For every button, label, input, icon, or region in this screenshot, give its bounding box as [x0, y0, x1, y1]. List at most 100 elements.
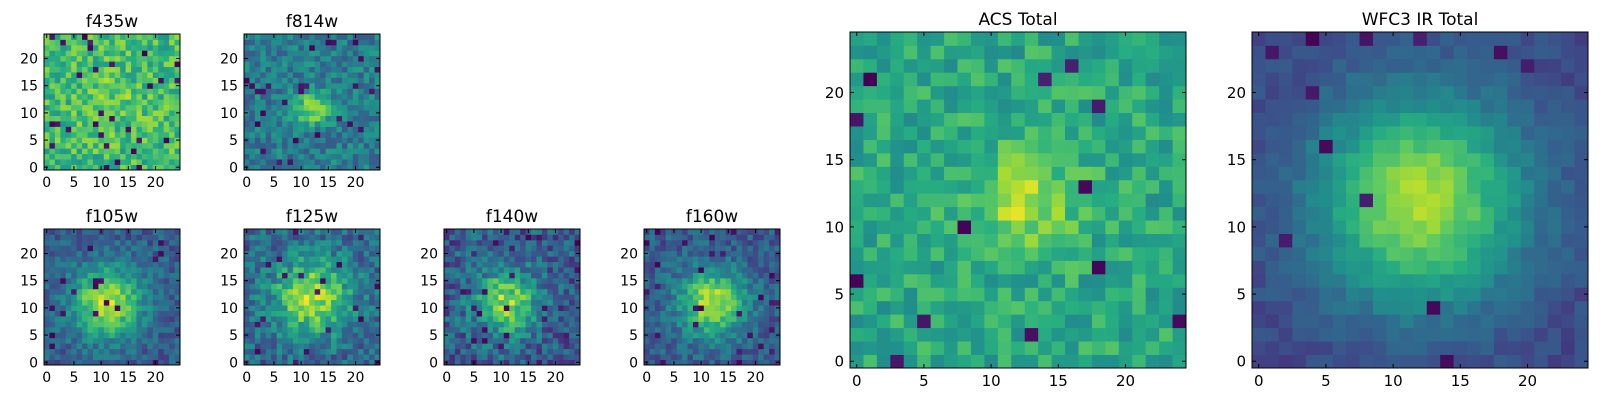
heatmap-cell	[1520, 233, 1535, 248]
heatmap-cell	[509, 316, 516, 322]
heatmap-cell	[125, 115, 132, 122]
heatmap-cell	[292, 343, 299, 350]
heatmap-cell	[82, 294, 88, 301]
heatmap-cell	[265, 332, 272, 339]
x-tick-label: 5	[469, 370, 478, 386]
heatmap-cell	[1172, 341, 1187, 355]
heatmap-cell	[1372, 193, 1387, 208]
heatmap-cell	[736, 294, 743, 301]
heatmap-cell	[271, 305, 278, 311]
heatmap-cell	[460, 354, 467, 360]
heatmap-cell	[120, 343, 126, 350]
heatmap-cell	[531, 337, 537, 344]
heatmap-cell	[292, 39, 299, 46]
heatmap-cell	[320, 142, 326, 149]
heatmap-cell	[720, 359, 726, 366]
heatmap-cell	[298, 316, 305, 322]
heatmap-cell	[687, 272, 694, 279]
heatmap-cell	[54, 115, 61, 122]
heatmap-cell	[54, 126, 61, 133]
heatmap-cell	[341, 229, 348, 235]
heatmap-cell	[98, 288, 105, 295]
heatmap-cell	[54, 93, 61, 100]
heatmap-cell	[303, 234, 310, 241]
heatmap-cell	[120, 283, 126, 290]
heatmap-cell	[254, 267, 261, 273]
heatmap-cell	[158, 39, 165, 46]
heatmap-cell	[1319, 300, 1334, 315]
y-tick-label: 20	[420, 247, 438, 263]
heatmap-cell	[1440, 273, 1454, 288]
heatmap-cell	[498, 288, 505, 295]
heatmap-cell	[103, 348, 110, 355]
heatmap-cell	[147, 50, 154, 57]
heatmap-cell	[654, 326, 661, 333]
heatmap-cell	[758, 343, 765, 350]
heatmap-cell	[325, 343, 332, 350]
heatmap-cell	[358, 359, 365, 366]
heatmap-cell	[82, 305, 88, 311]
heatmap-cell	[520, 343, 526, 350]
heatmap-cell	[87, 283, 94, 290]
heatmap-cell	[298, 121, 305, 127]
heatmap-cell	[282, 234, 288, 241]
heatmap-cell	[325, 137, 332, 144]
heatmap-cell	[169, 299, 175, 306]
heatmap-cell	[747, 250, 754, 257]
heatmap-cell	[331, 283, 337, 290]
heatmap-cell	[131, 277, 137, 284]
heatmap-cell	[314, 283, 321, 290]
heatmap-cell	[271, 88, 278, 95]
heatmap-cell	[109, 245, 116, 252]
heatmap-cell	[1145, 58, 1160, 73]
heatmap-cell	[158, 50, 165, 57]
heatmap-cell	[44, 153, 50, 160]
heatmap-cell	[98, 126, 105, 133]
heatmap-cell	[563, 245, 570, 252]
heatmap-cell	[552, 305, 559, 311]
heatmap-cell	[574, 354, 581, 360]
heatmap-cell	[714, 267, 721, 273]
heatmap-cell	[525, 348, 532, 355]
heatmap-cell	[649, 261, 656, 268]
heatmap-cell	[369, 110, 375, 116]
heatmap-cell	[287, 137, 294, 144]
heatmap-cell	[1159, 260, 1173, 275]
heatmap-cell	[249, 131, 256, 138]
heatmap-cell	[1105, 166, 1120, 181]
heatmap-cell	[698, 316, 705, 322]
heatmap-cell	[1132, 112, 1147, 127]
heatmap-cell	[574, 337, 581, 344]
heatmap-cell	[1426, 233, 1441, 248]
heatmap-cell	[260, 121, 267, 127]
heatmap-cell	[309, 50, 316, 57]
heatmap-cell	[249, 267, 256, 273]
heatmap-cell	[303, 131, 310, 138]
heatmap-cell	[687, 283, 694, 290]
heatmap-cell	[563, 337, 570, 344]
heatmap-cell	[287, 332, 294, 339]
heatmap-cell	[1453, 273, 1468, 288]
heatmap-cell	[547, 348, 554, 355]
heatmap-cell	[1359, 206, 1374, 221]
heatmap-cell	[158, 72, 165, 78]
heatmap-cell	[460, 277, 467, 284]
heatmap-cell	[649, 354, 656, 360]
heatmap-cell	[944, 193, 958, 208]
heatmap-cell	[1145, 273, 1160, 288]
heatmap-cell	[92, 256, 99, 263]
heatmap-cell	[1493, 247, 1508, 261]
heatmap-cell	[309, 288, 316, 295]
heatmap-cell	[1467, 206, 1481, 221]
heatmap-cell	[374, 121, 381, 127]
heatmap-cell	[752, 354, 759, 360]
heatmap-cell	[98, 343, 105, 350]
heatmap-cell	[369, 82, 375, 89]
heatmap-cell	[563, 326, 570, 333]
heatmap-cell	[249, 261, 256, 268]
heatmap-cell	[703, 326, 710, 333]
heatmap-cell	[54, 261, 61, 268]
heatmap-cell	[903, 45, 918, 60]
heatmap-cell	[1065, 126, 1079, 140]
heatmap-cell	[763, 250, 770, 257]
